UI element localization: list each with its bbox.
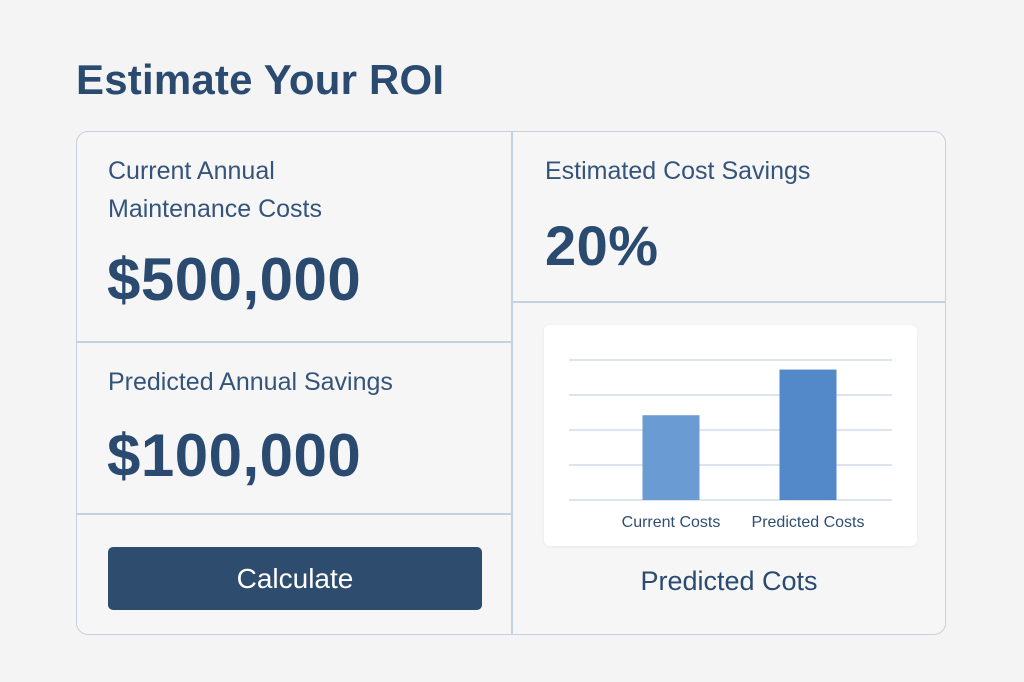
row-divider-left-2 bbox=[77, 513, 511, 515]
current-costs-value[interactable]: $500,000 bbox=[107, 246, 362, 313]
bar-current-costs bbox=[642, 415, 700, 500]
row-divider-right bbox=[511, 301, 945, 303]
calculate-button[interactable]: Calculate bbox=[108, 547, 482, 610]
costs-bar-chart: Current Costs Predicted Costs bbox=[544, 325, 917, 546]
roi-calculator-card: Current Annual Maintenance Costs $500,00… bbox=[76, 131, 946, 635]
predicted-savings-label: Predicted Annual Savings bbox=[108, 368, 393, 396]
current-costs-label-line1: Current Annual bbox=[108, 157, 275, 185]
chart-caption: Predicted Cots bbox=[640, 566, 818, 596]
current-costs-label: Current Annual Maintenance Costs bbox=[108, 152, 322, 228]
bar-predicted-costs bbox=[779, 369, 837, 500]
cost-savings-value[interactable]: 20% bbox=[545, 214, 659, 277]
x-tick-label: Predicted Costs bbox=[752, 514, 865, 531]
current-costs-label-line2: Maintenance Costs bbox=[108, 195, 323, 223]
page-title: Estimate Your ROI bbox=[76, 56, 445, 103]
column-divider bbox=[511, 132, 513, 634]
chart-svg: Current Costs Predicted Costs bbox=[569, 359, 892, 531]
cost-savings-label: Estimated Cost Savings bbox=[545, 157, 811, 185]
x-tick-label: Current Costs bbox=[622, 514, 721, 531]
row-divider-left-1 bbox=[77, 341, 511, 343]
predicted-savings-value[interactable]: $100,000 bbox=[107, 422, 362, 489]
